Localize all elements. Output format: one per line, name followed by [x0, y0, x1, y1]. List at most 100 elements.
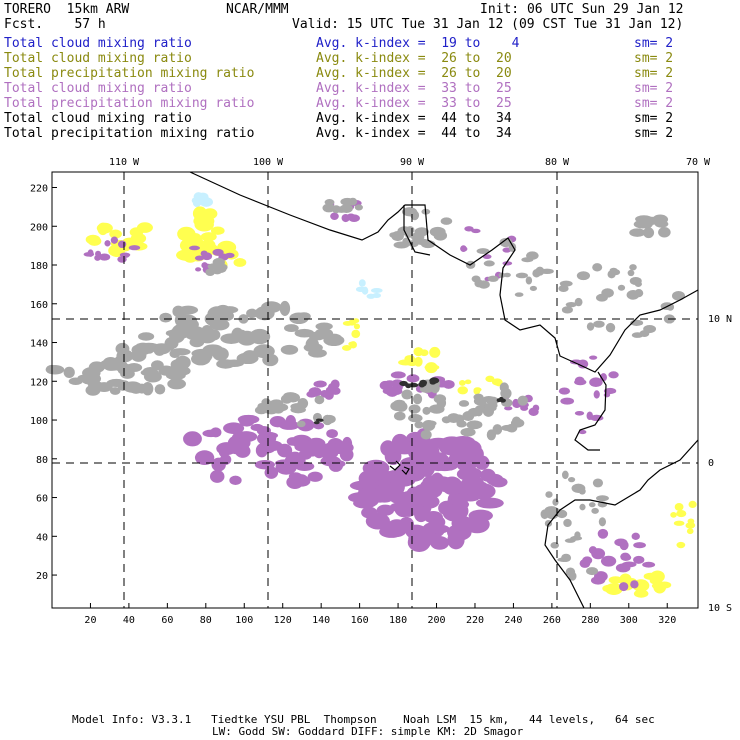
- gray-cloud: [601, 288, 614, 298]
- legend-field-6: Total cloud mixing ratio: [4, 111, 192, 126]
- gray-cloud: [440, 217, 453, 225]
- purple-precip: [633, 542, 646, 549]
- purple-precip: [294, 443, 312, 452]
- gray-cloud: [325, 333, 342, 342]
- purple-precip: [589, 355, 598, 360]
- purple-precip: [600, 373, 607, 382]
- gray-cloud: [546, 511, 559, 520]
- yellow-cloud: [473, 387, 481, 395]
- legend-field-2: Total cloud mixing ratio: [4, 51, 192, 66]
- purple-precip: [341, 213, 350, 223]
- x-tick-label: 160: [351, 615, 369, 626]
- purple-precip: [419, 459, 435, 478]
- coastline-central-america: [189, 171, 699, 373]
- dark-core: [408, 382, 419, 388]
- purple-precip: [183, 431, 202, 447]
- legend-kindex-1: Avg. k-index = 19 to 4: [316, 36, 520, 51]
- purple-precip: [320, 389, 329, 398]
- y-tick-label: 160: [30, 300, 48, 311]
- purple-precip: [274, 459, 295, 467]
- purple-precip: [603, 387, 617, 395]
- gray-cloud: [626, 290, 640, 300]
- purple-precip: [558, 387, 571, 395]
- border-colombia: [574, 371, 607, 451]
- gray-cloud: [631, 332, 644, 338]
- gray-cloud: [565, 301, 577, 308]
- y-tick-label: 220: [30, 184, 48, 195]
- purple-precip: [574, 379, 587, 386]
- gray-cloud: [340, 197, 355, 206]
- gray-cloud: [579, 503, 586, 511]
- gray-cloud: [486, 401, 498, 410]
- purple-precip: [468, 509, 493, 522]
- yellow-cloud: [458, 379, 466, 386]
- purple-precip: [474, 455, 490, 470]
- gray-cloud: [153, 344, 166, 356]
- legend-sm-1: sm= 2: [634, 36, 674, 51]
- lon-label: 110 W: [109, 157, 140, 168]
- dark-core: [313, 421, 320, 425]
- purple-precip: [314, 380, 327, 388]
- gray-cloud: [521, 257, 534, 263]
- lon-label: 70 W: [686, 157, 711, 168]
- x-tick-label: 40: [123, 615, 135, 626]
- x-tick-label: 280: [581, 615, 599, 626]
- purple-precip: [117, 240, 127, 249]
- gray-cloud: [122, 381, 143, 393]
- purple-precip: [330, 212, 339, 220]
- purple-precip: [239, 415, 251, 425]
- purple-precip: [358, 470, 377, 487]
- gray-cloud: [220, 333, 243, 344]
- purple-precip: [532, 404, 540, 412]
- gray-cloud: [289, 312, 309, 325]
- legend-kindex-7: Avg. k-index = 44 to 34: [316, 126, 512, 141]
- legend-sm-4: sm= 2: [634, 81, 674, 96]
- lon-label: 100 W: [253, 157, 284, 168]
- galapagos-islands: [401, 466, 410, 475]
- gray-cloud: [214, 263, 228, 272]
- yellow-cloud: [353, 323, 361, 330]
- y-tick-label: 60: [36, 494, 48, 505]
- yellow-cloud: [651, 582, 667, 590]
- purple-precip: [259, 432, 271, 448]
- footer-physics-info: LW: Godd SW: Goddard DIFF: simple KM: 2D…: [212, 725, 524, 738]
- purple-precip: [286, 437, 299, 446]
- gray-cloud: [503, 272, 511, 278]
- y-tick-label: 180: [30, 261, 48, 272]
- yellow-cloud: [485, 375, 495, 383]
- gray-cloud: [286, 392, 301, 403]
- purple-precip: [631, 532, 640, 540]
- purple-precip: [277, 443, 293, 458]
- purple-precip: [620, 552, 631, 561]
- yellow-cloud: [605, 583, 623, 595]
- gray-cloud: [627, 269, 635, 277]
- gray-cloud: [303, 343, 323, 353]
- lon-label: 90 W: [400, 157, 425, 168]
- gray-cloud: [529, 285, 538, 291]
- gray-cloud: [462, 411, 475, 422]
- gray-cloud: [246, 308, 258, 319]
- gray-cloud: [629, 276, 642, 286]
- gray-cloud: [294, 328, 315, 338]
- gray-cloud: [172, 305, 185, 318]
- purple-precip: [307, 471, 323, 482]
- purple-precip: [621, 561, 637, 568]
- yellow-cloud: [194, 217, 214, 232]
- gray-cloud: [419, 385, 434, 393]
- x-tick-label: 80: [200, 615, 212, 626]
- gray-cloud: [652, 214, 669, 225]
- purple-precip: [308, 443, 330, 454]
- purple-precip: [233, 438, 250, 449]
- init-time: Init: 06 UTC Sun 29 Jan 12: [480, 2, 684, 17]
- purple-precip: [201, 262, 208, 269]
- purple-precip: [480, 468, 496, 482]
- x-tick-label: 220: [466, 615, 484, 626]
- purple-precip: [330, 379, 340, 390]
- purple-precip: [457, 460, 477, 472]
- gray-cloud: [205, 268, 216, 277]
- purple-precip: [475, 497, 504, 509]
- gray-cloud: [63, 366, 75, 378]
- gray-cloud: [658, 227, 671, 238]
- purple-precip: [408, 531, 434, 547]
- footer-model-info: Model Info: V3.3.1 Tiedtke YSU PBL Thomp…: [72, 713, 655, 726]
